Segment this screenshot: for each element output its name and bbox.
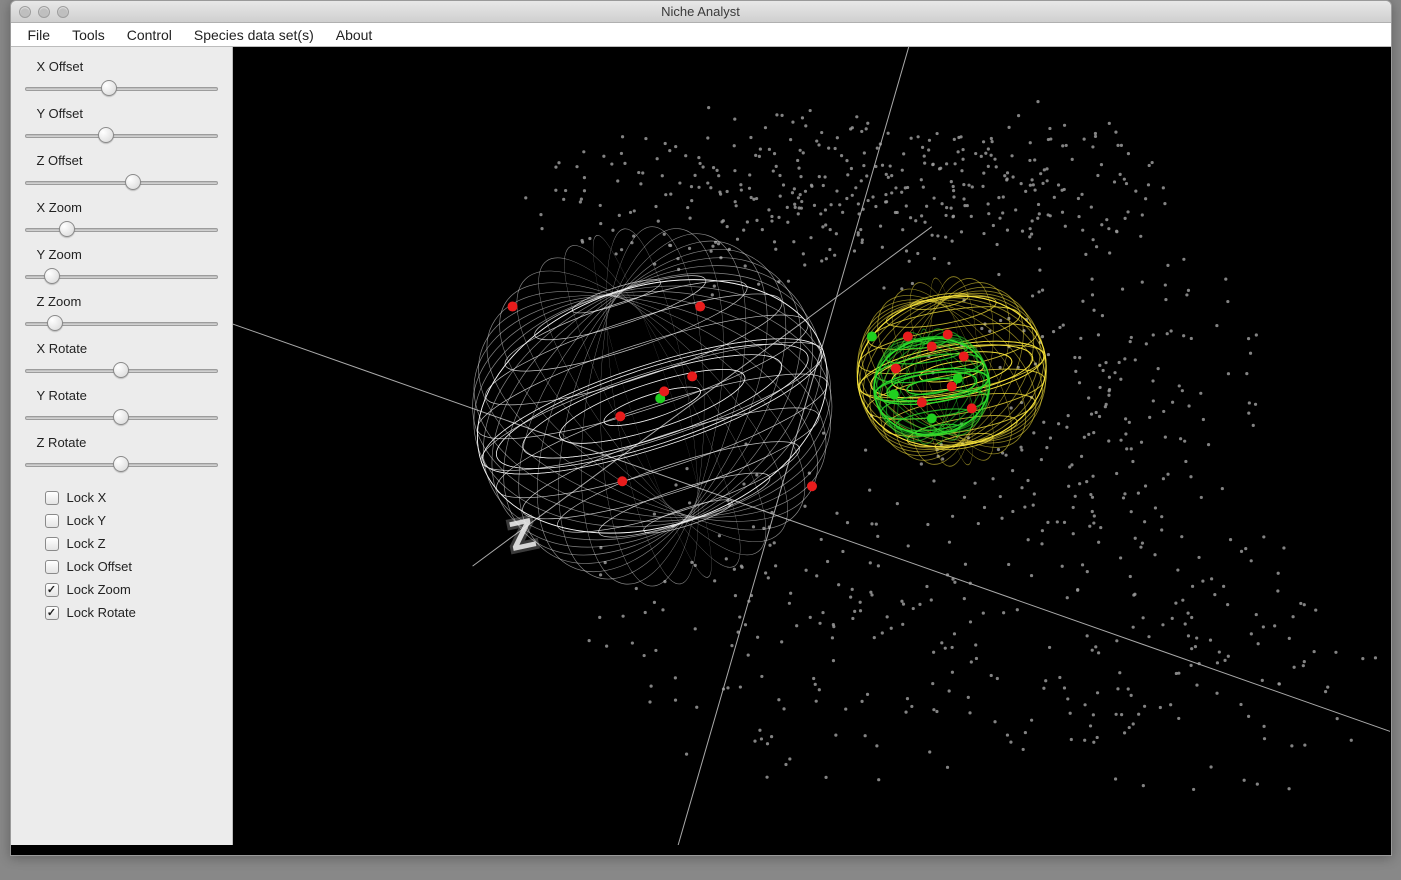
menu-about[interactable]: About	[325, 24, 384, 46]
slider-track[interactable]	[25, 456, 218, 472]
checkbox-lock-y[interactable]: Lock Y	[45, 509, 220, 532]
slider-thumb[interactable]	[125, 174, 141, 190]
slider-thumb[interactable]	[113, 409, 129, 425]
checkbox-lock-zoom[interactable]: ✓ Lock Zoom	[45, 578, 220, 601]
slider-thumb[interactable]	[98, 127, 114, 143]
controls-sidebar: X Offset Y Offset Z Offset X Zoom Y Zoom Z Zo…	[11, 47, 233, 845]
checkbox-label: Lock Rotate	[67, 605, 136, 620]
slider-rail	[25, 181, 218, 185]
checkbox-icon[interactable]	[45, 537, 59, 551]
checkbox-lock-z[interactable]: Lock Z	[45, 532, 220, 555]
slider-thumb[interactable]	[113, 362, 129, 378]
slider-track[interactable]	[25, 315, 218, 331]
slider-x-zoom: X Zoom	[23, 200, 220, 237]
slider-track[interactable]	[25, 362, 218, 378]
slider-thumb[interactable]	[59, 221, 75, 237]
window-bottom-border	[11, 845, 1391, 855]
checkbox-icon[interactable]: ✓	[45, 583, 59, 597]
slider-label: Y Zoom	[23, 247, 220, 262]
checkbox-label: Lock Offset	[67, 559, 133, 574]
zoom-icon[interactable]	[57, 6, 69, 18]
close-icon[interactable]	[19, 6, 31, 18]
slider-rail	[25, 87, 218, 91]
minimize-icon[interactable]	[38, 6, 50, 18]
slider-label: X Offset	[23, 59, 220, 74]
menu-file[interactable]: File	[17, 24, 62, 46]
slider-track[interactable]	[25, 409, 218, 425]
checkbox-lock-rotate[interactable]: ✓ Lock Rotate	[45, 601, 220, 624]
slider-label: X Zoom	[23, 200, 220, 215]
slider-label: Y Offset	[23, 106, 220, 121]
checkbox-label: Lock X	[67, 490, 107, 505]
slider-track[interactable]	[25, 221, 218, 237]
window-title: Niche Analyst	[11, 4, 1391, 19]
slider-z-offset: Z Offset	[23, 153, 220, 190]
checkbox-icon[interactable]	[45, 560, 59, 574]
slider-thumb[interactable]	[47, 315, 63, 331]
checkbox-label: Lock Y	[67, 513, 107, 528]
checkbox-lock-offset[interactable]: Lock Offset	[45, 555, 220, 578]
slider-z-rotate: Z Rotate	[23, 435, 220, 472]
slider-track[interactable]	[25, 127, 218, 143]
slider-thumb[interactable]	[113, 456, 129, 472]
slider-track[interactable]	[25, 174, 218, 190]
slider-rail	[25, 228, 218, 232]
menu-tools[interactable]: Tools	[61, 24, 116, 46]
slider-label: Z Zoom	[23, 294, 220, 309]
slider-y-zoom: Y Zoom	[23, 247, 220, 284]
checkbox-label: Lock Z	[67, 536, 106, 551]
slider-label: X Rotate	[23, 341, 220, 356]
3d-viewport[interactable]: ZZ	[233, 47, 1391, 845]
slider-thumb[interactable]	[101, 80, 117, 96]
checkbox-icon[interactable]: ✓	[45, 606, 59, 620]
application-window: Niche Analyst File Tools Control Species…	[10, 0, 1392, 856]
slider-y-rotate: Y Rotate	[23, 388, 220, 425]
3d-scene[interactable]: ZZ	[233, 47, 1391, 845]
content-area: X Offset Y Offset Z Offset X Zoom Y Zoom Z Zo…	[11, 47, 1391, 845]
slider-label: Z Rotate	[23, 435, 220, 450]
slider-thumb[interactable]	[44, 268, 60, 284]
checkbox-label: Lock Zoom	[67, 582, 131, 597]
checkbox-lock-x[interactable]: Lock X	[45, 486, 220, 509]
slider-x-rotate: X Rotate	[23, 341, 220, 378]
checkbox-icon[interactable]	[45, 514, 59, 528]
menubar: File Tools Control Species data set(s) A…	[11, 23, 1391, 47]
slider-x-offset: X Offset	[23, 59, 220, 96]
window-titlebar[interactable]: Niche Analyst	[11, 1, 1391, 23]
slider-track[interactable]	[25, 80, 218, 96]
slider-y-offset: Y Offset	[23, 106, 220, 143]
lock-checkboxes: Lock XLock YLock ZLock Offset✓Lock Zoom✓…	[23, 486, 220, 624]
checkbox-icon[interactable]	[45, 491, 59, 505]
slider-rail	[25, 134, 218, 138]
slider-label: Z Offset	[23, 153, 220, 168]
traffic-lights	[11, 6, 69, 18]
menu-species-data-sets[interactable]: Species data set(s)	[183, 24, 325, 46]
slider-track[interactable]	[25, 268, 218, 284]
slider-label: Y Rotate	[23, 388, 220, 403]
slider-z-zoom: Z Zoom	[23, 294, 220, 331]
menu-control[interactable]: Control	[116, 24, 183, 46]
